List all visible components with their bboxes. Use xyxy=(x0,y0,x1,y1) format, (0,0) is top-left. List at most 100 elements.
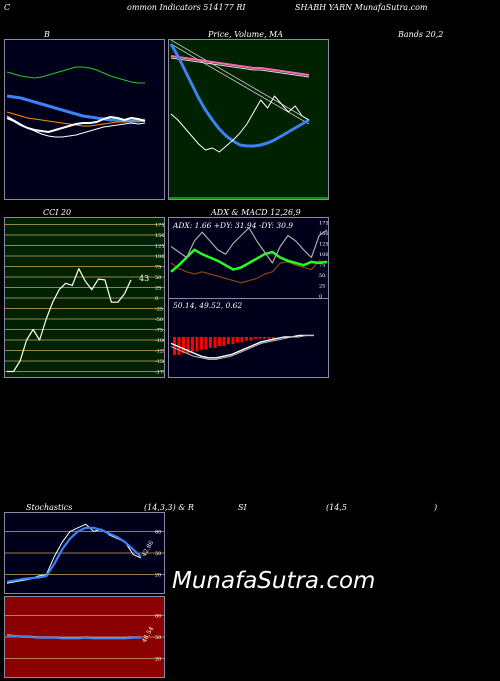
bb-middle-line xyxy=(6,94,146,123)
adx-line xyxy=(170,260,328,284)
stoch-chart: 80 50 20 42.86 xyxy=(5,523,164,584)
bb-upper-line xyxy=(6,66,145,84)
cci-tick-label: 175 xyxy=(155,223,164,229)
bands-right-title: Bands 20,2 xyxy=(398,30,444,39)
macd-hist-bar xyxy=(263,337,266,339)
cci-chart: 175 150 125 100 75 50 25 0 -25 -50 -75 -100 -125 -150… xyxy=(5,223,166,376)
macd-hist-bar xyxy=(267,337,271,339)
adx-tick-label: 125 xyxy=(319,242,328,248)
macd-hist-bar xyxy=(191,337,194,352)
macd-hist-bar xyxy=(236,337,239,343)
macd-hist-bar xyxy=(195,337,199,352)
cci-tick-label: -50 xyxy=(155,317,163,323)
stoch-tick-label: 20 xyxy=(155,573,161,579)
cci-tick-label: -175 xyxy=(155,370,164,376)
price-ma-line-2 xyxy=(170,43,310,125)
price-pink-ma-line xyxy=(170,55,310,76)
bollinger-chart xyxy=(6,66,146,138)
stoch-title-left: Stochastics xyxy=(26,503,73,512)
cci-tick-label: -100 xyxy=(155,338,164,344)
cci-tick-label: 75 xyxy=(155,265,161,271)
macd-hist-bar xyxy=(254,337,257,339)
stoch-title-mid: (14,3,3) & R xyxy=(144,503,194,512)
macd-hist-bar xyxy=(200,337,203,350)
macd-hist-bar xyxy=(231,337,235,345)
bands-title: B xyxy=(44,30,50,39)
rsi-panel: 80 50 20 48.54 xyxy=(4,596,165,678)
stoch-d-line xyxy=(6,526,142,583)
macd-hist-bar xyxy=(213,337,217,348)
cci-title: CCI 20 xyxy=(43,208,72,217)
adx-tick-label: 100 xyxy=(319,252,328,258)
cci-tick-label: 25 xyxy=(155,286,161,292)
adx-title: ADX & MACD 12,26,9 xyxy=(211,208,301,217)
macd-hist-bar xyxy=(272,337,275,339)
price-chart xyxy=(169,39,328,199)
header-middle: ommon Indicators 514177 RI xyxy=(127,3,246,12)
price-ma-line-1 xyxy=(170,39,310,121)
macd-hist-bar xyxy=(177,337,181,355)
price-blue-ma-line xyxy=(169,43,310,148)
cci-value-label: 43 xyxy=(139,274,149,283)
rsi-tick-label: 80 xyxy=(155,613,161,619)
rsi-tick-label: 50 xyxy=(155,635,161,641)
macd-hist-bar xyxy=(240,337,244,343)
cci-tick-label: -25 xyxy=(155,307,163,313)
cci-tick-label: 125 xyxy=(155,244,164,250)
rsi-value-label: 48.54 xyxy=(141,625,156,644)
cci-tick-label: -125 xyxy=(155,349,164,355)
adx-tick-label: 75 xyxy=(319,263,325,269)
bb-ma-line xyxy=(6,115,146,138)
stoch-value-label: 42.86 xyxy=(141,539,156,558)
macd-hist-bar xyxy=(204,337,208,350)
adx-minus-di-line xyxy=(170,227,328,264)
macd-hist-bar xyxy=(222,337,226,346)
cci-line xyxy=(7,267,132,373)
macd-hist-bar xyxy=(186,337,190,354)
macd-hist-bar xyxy=(258,337,262,339)
macd-hist-bar xyxy=(209,337,212,348)
adx-tick-label: 25 xyxy=(319,284,325,290)
adx-tick-label: 0 xyxy=(319,294,322,298)
adx-plus-di-line xyxy=(170,248,328,273)
adx-tick-label: 50 xyxy=(319,273,325,279)
adx-panel: 175 150 125 100 75 50 25 0 ADX: 1.66 +DY: 31.94… xyxy=(168,217,329,300)
rsi-title: SI xyxy=(238,503,247,512)
cci-tick-label: 0 xyxy=(155,296,158,302)
rsi-tick-label: 20 xyxy=(155,657,161,663)
price-panel xyxy=(168,39,329,200)
macd-stats: 50.14, 49.52, 0.62 xyxy=(173,301,242,310)
stoch-panel: 80 50 20 42.86 xyxy=(4,512,165,594)
cci-panel: 175 150 125 100 75 50 25 0 -25 -50 -75 -100 -125 -150… xyxy=(4,217,166,378)
stoch-tick-label: 80 xyxy=(155,529,161,535)
cci-tick-label: -75 xyxy=(155,328,163,334)
macd-hist-bar xyxy=(249,337,253,341)
macd-hist-bar xyxy=(245,337,248,341)
price-title: Price, Volume, MA xyxy=(208,30,284,39)
cci-tick-label: -150 xyxy=(155,359,164,365)
rsi-params: (14,5 xyxy=(326,503,347,512)
bollinger-panel xyxy=(4,39,165,200)
header-right: SHABH YARN MunafaSutra.com xyxy=(295,3,428,12)
macd-panel: 50.14, 49.52, 0.62 xyxy=(168,298,329,378)
rsi-line xyxy=(6,634,141,640)
macd-hist-bar xyxy=(173,337,176,355)
rsi-close: ) xyxy=(434,503,438,512)
adx-stats: ADX: 1.66 +DY: 31.94 -DY: 30.9 xyxy=(172,221,293,230)
macd-chart: 50.14, 49.52, 0.62 xyxy=(170,301,314,360)
price-grey-ma-line xyxy=(170,57,310,78)
cci-tick-label: 100 xyxy=(155,254,164,260)
macd-signal-line xyxy=(170,334,314,360)
cci-tick-label: 150 xyxy=(155,233,164,239)
macd-hist-bar xyxy=(227,337,230,345)
adx-tick-label: 150 xyxy=(319,231,328,237)
watermark: MunafaSutra.com xyxy=(172,568,376,594)
price-volume-line xyxy=(170,95,310,153)
header-left: C xyxy=(4,3,11,12)
cci-tick-label: 50 xyxy=(155,275,161,281)
rsi-chart: 80 50 20 48.54 xyxy=(5,613,164,663)
adx-tick-label: 175 xyxy=(319,221,328,227)
adx-chart: 175 150 125 100 75 50 25 0 ADX: 1.66 +DY: 31.94… xyxy=(170,221,329,300)
macd-hist-bar xyxy=(218,337,221,346)
macd-hist-bar xyxy=(182,337,185,354)
